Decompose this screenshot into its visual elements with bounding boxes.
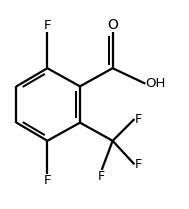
Text: F: F <box>44 19 51 32</box>
Text: F: F <box>134 112 142 126</box>
Text: F: F <box>98 170 105 183</box>
Text: F: F <box>44 174 51 187</box>
Text: O: O <box>107 18 118 32</box>
Text: OH: OH <box>145 77 166 90</box>
Text: F: F <box>134 158 142 171</box>
